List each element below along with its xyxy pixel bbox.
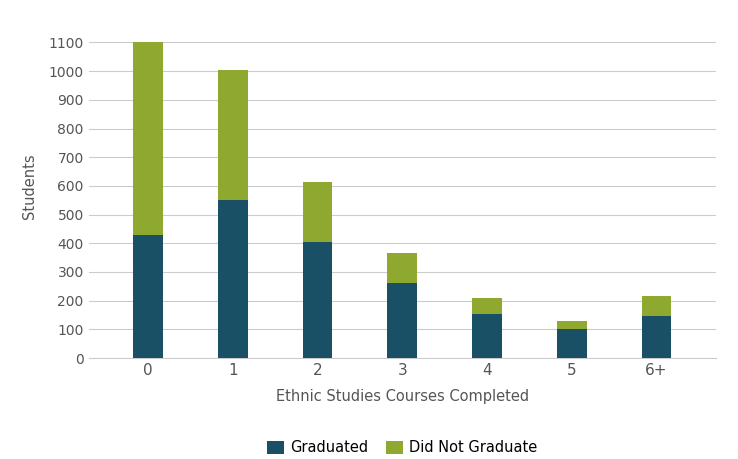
Bar [303, 182, 332, 242]
Bar [303, 242, 332, 358]
Bar [218, 70, 247, 200]
Legend: Graduated, Did Not Graduate: Graduated, Did Not Graduate [261, 434, 543, 459]
Bar [133, 235, 163, 358]
Bar [133, 42, 163, 235]
Bar [387, 283, 417, 358]
Bar [557, 321, 587, 330]
Y-axis label: Students: Students [22, 153, 38, 218]
Bar [472, 298, 502, 313]
Bar [472, 313, 502, 358]
Bar [387, 253, 417, 283]
Bar [218, 200, 247, 358]
Bar [641, 297, 672, 316]
Bar [557, 330, 587, 358]
Bar [641, 316, 672, 358]
X-axis label: Ethnic Studies Courses Completed: Ethnic Studies Courses Completed [276, 389, 528, 404]
